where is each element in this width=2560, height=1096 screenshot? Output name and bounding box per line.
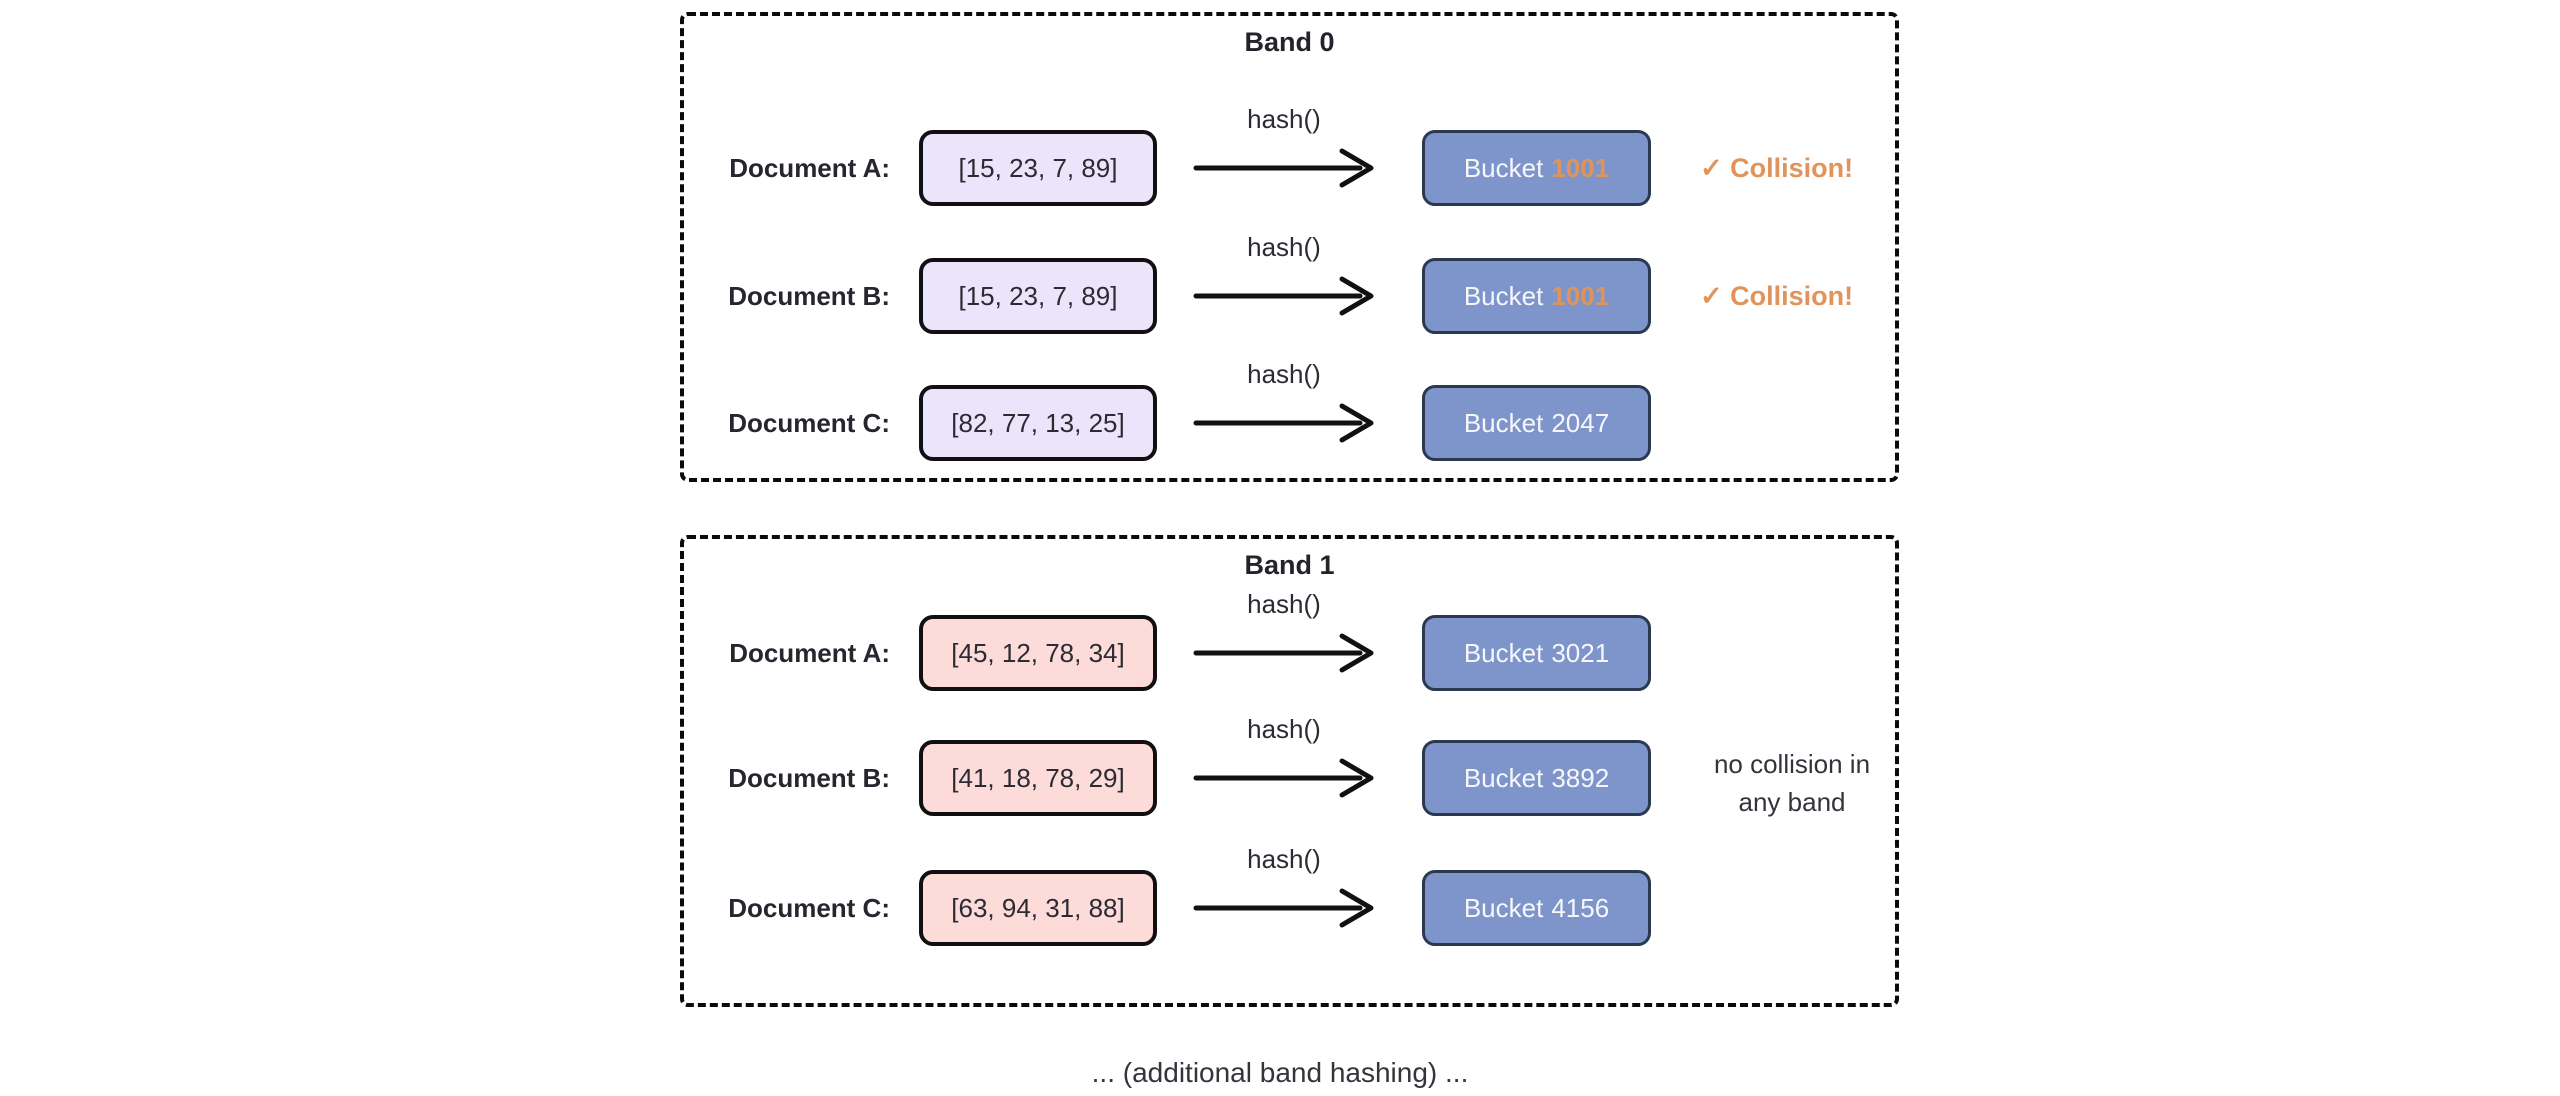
band-1-box: Band 1 Document A: [45, 12, 78, 34] hash… (680, 535, 1899, 1007)
hash-function-label: hash() (1247, 359, 1321, 389)
document-label: Document B: (728, 281, 890, 311)
arrow-icon (1193, 403, 1374, 443)
bucket-box: Bucket 3021 (1422, 615, 1651, 691)
collision-annotation: ✓ Collision! (1700, 280, 1854, 311)
band-0-box: Band 0 Document A: [15, 23, 7, 89] hash(… (680, 12, 1899, 482)
bucket-box: Bucket 3892 (1422, 740, 1651, 816)
signature-box: [63, 94, 31, 88] (919, 870, 1157, 946)
document-row: Document B: [41, 18, 78, 29] hash() Buck… (684, 714, 1895, 817)
bucket-box: Bucket 1001 (1422, 130, 1651, 206)
signature-box: [41, 18, 78, 29] (919, 740, 1157, 816)
bucket-box: Bucket 2047 (1422, 385, 1651, 461)
bucket-id: 4156 (1551, 893, 1610, 923)
bucket-id: 1001 (1551, 281, 1610, 311)
signature-box: [45, 12, 78, 34] (919, 615, 1157, 691)
document-label: Document B: (728, 763, 890, 793)
signature-box: [82, 77, 13, 25] (919, 385, 1157, 461)
document-label: Document C: (728, 408, 890, 438)
document-row: Document C: [63, 94, 31, 88] hash() Buck… (684, 844, 1895, 946)
document-row: Document A: [15, 23, 7, 89] hash() Bucke… (684, 104, 1895, 206)
annotation (1692, 870, 1892, 946)
bucket-label: Bucket (1463, 153, 1544, 183)
additional-bands-note: ... (additional band hashing) ... (1091, 1057, 1469, 1088)
no-collision-note: no collision in any band (1713, 749, 1871, 817)
arrow-icon (1193, 276, 1374, 316)
collision-annotation: ✓ Collision! (1700, 152, 1854, 183)
document-row: Document C: [82, 77, 13, 25] hash() Buck… (684, 359, 1895, 461)
annotation (1692, 615, 1892, 691)
signature-box: [15, 23, 7, 89] (919, 130, 1157, 206)
hash-function-label: hash() (1247, 232, 1321, 262)
document-row: Document A: [45, 12, 78, 34] hash() Buck… (684, 589, 1895, 691)
arrow-icon (1193, 888, 1374, 928)
bucket-id: 2047 (1551, 408, 1610, 438)
hash-function-label: hash() (1247, 104, 1321, 134)
bucket-box: Bucket 1001 (1422, 258, 1651, 334)
bucket-id: 1001 (1551, 153, 1610, 183)
document-label: Document A: (729, 638, 890, 668)
arrow-icon (1193, 758, 1374, 798)
bucket-label: Bucket (1463, 638, 1544, 668)
bucket-label: Bucket (1463, 763, 1544, 793)
bucket-id: 3021 (1551, 638, 1610, 668)
document-label: Document C: (728, 893, 890, 923)
bucket-label: Bucket (1463, 408, 1544, 438)
signature-box: [15, 23, 7, 89] (919, 258, 1157, 334)
document-label: Document A: (729, 153, 890, 183)
hash-function-label: hash() (1247, 589, 1321, 619)
band-title: Band 0 (1244, 27, 1335, 57)
bucket-id: 3892 (1551, 763, 1610, 793)
bucket-label: Bucket (1463, 893, 1544, 923)
hash-function-label: hash() (1247, 844, 1321, 874)
bucket-label: Bucket (1463, 281, 1544, 311)
hash-function-label: hash() (1247, 714, 1321, 744)
arrow-icon (1193, 148, 1374, 188)
document-row: Document B: [15, 23, 7, 89] hash() Bucke… (684, 232, 1895, 334)
annotation (1692, 385, 1892, 461)
band-title: Band 1 (1244, 550, 1335, 580)
bucket-box: Bucket 4156 (1422, 870, 1651, 946)
arrow-icon (1193, 633, 1374, 673)
